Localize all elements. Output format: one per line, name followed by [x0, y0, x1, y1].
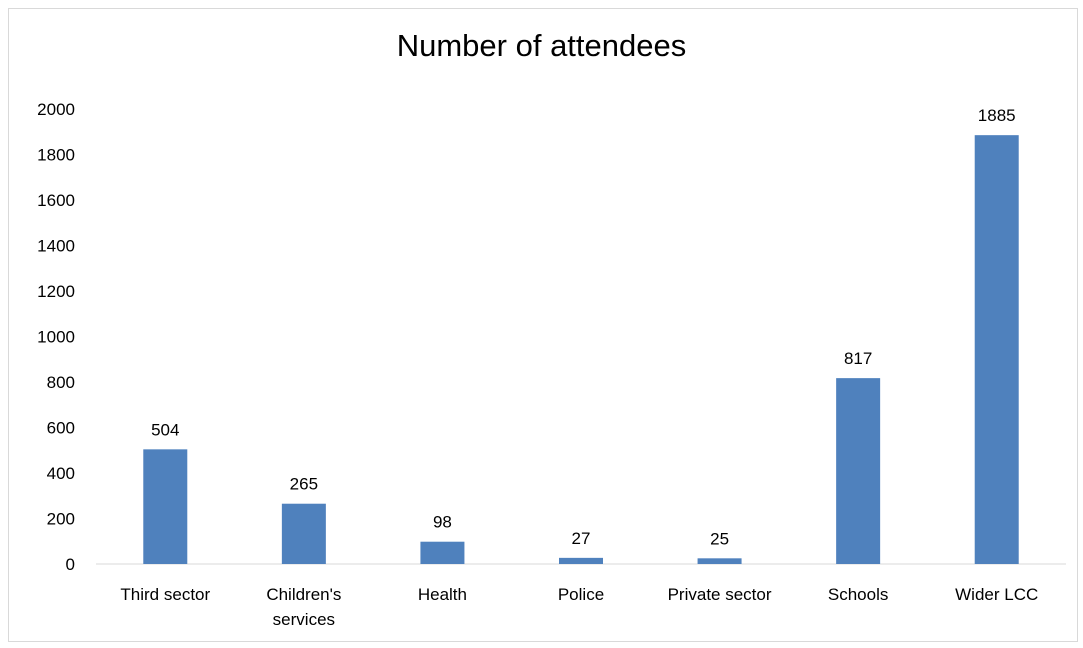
x-tick-label: Schools — [828, 585, 888, 604]
bar — [143, 449, 188, 564]
data-label: 265 — [290, 475, 318, 494]
bar — [974, 135, 1019, 564]
bar — [281, 503, 326, 564]
y-tick-label: 2000 — [37, 100, 75, 119]
x-tick-label: Children's services — [266, 585, 341, 629]
data-label: 1885 — [978, 106, 1016, 125]
y-tick-label: 1400 — [37, 237, 75, 256]
y-tick-label: 1200 — [37, 282, 75, 301]
bar — [836, 378, 881, 564]
y-tick-label: 1800 — [37, 146, 75, 165]
y-tick-label: 1000 — [37, 328, 75, 347]
bar — [697, 558, 742, 564]
y-tick-label: 400 — [47, 464, 75, 483]
x-tick-label: Police — [558, 585, 604, 604]
x-tick-label: Third sector — [120, 585, 210, 604]
data-label: 25 — [710, 529, 729, 548]
y-tick-label: 200 — [47, 510, 75, 529]
y-tick-label: 600 — [47, 419, 75, 438]
data-label: 504 — [151, 420, 179, 439]
x-tick-label: Wider LCC — [955, 585, 1038, 604]
x-tick-label: Private sector — [668, 585, 772, 604]
chart-title: Number of attendees — [396, 28, 687, 63]
y-tick-label: 1600 — [37, 191, 75, 210]
bar — [420, 541, 465, 564]
data-label: 817 — [844, 349, 872, 368]
data-label: 98 — [433, 513, 452, 532]
x-tick-label: Health — [418, 585, 467, 604]
bar — [559, 557, 603, 564]
y-tick-label: 800 — [47, 373, 75, 392]
data-label: 27 — [572, 529, 591, 548]
y-tick-label: 0 — [66, 555, 75, 574]
